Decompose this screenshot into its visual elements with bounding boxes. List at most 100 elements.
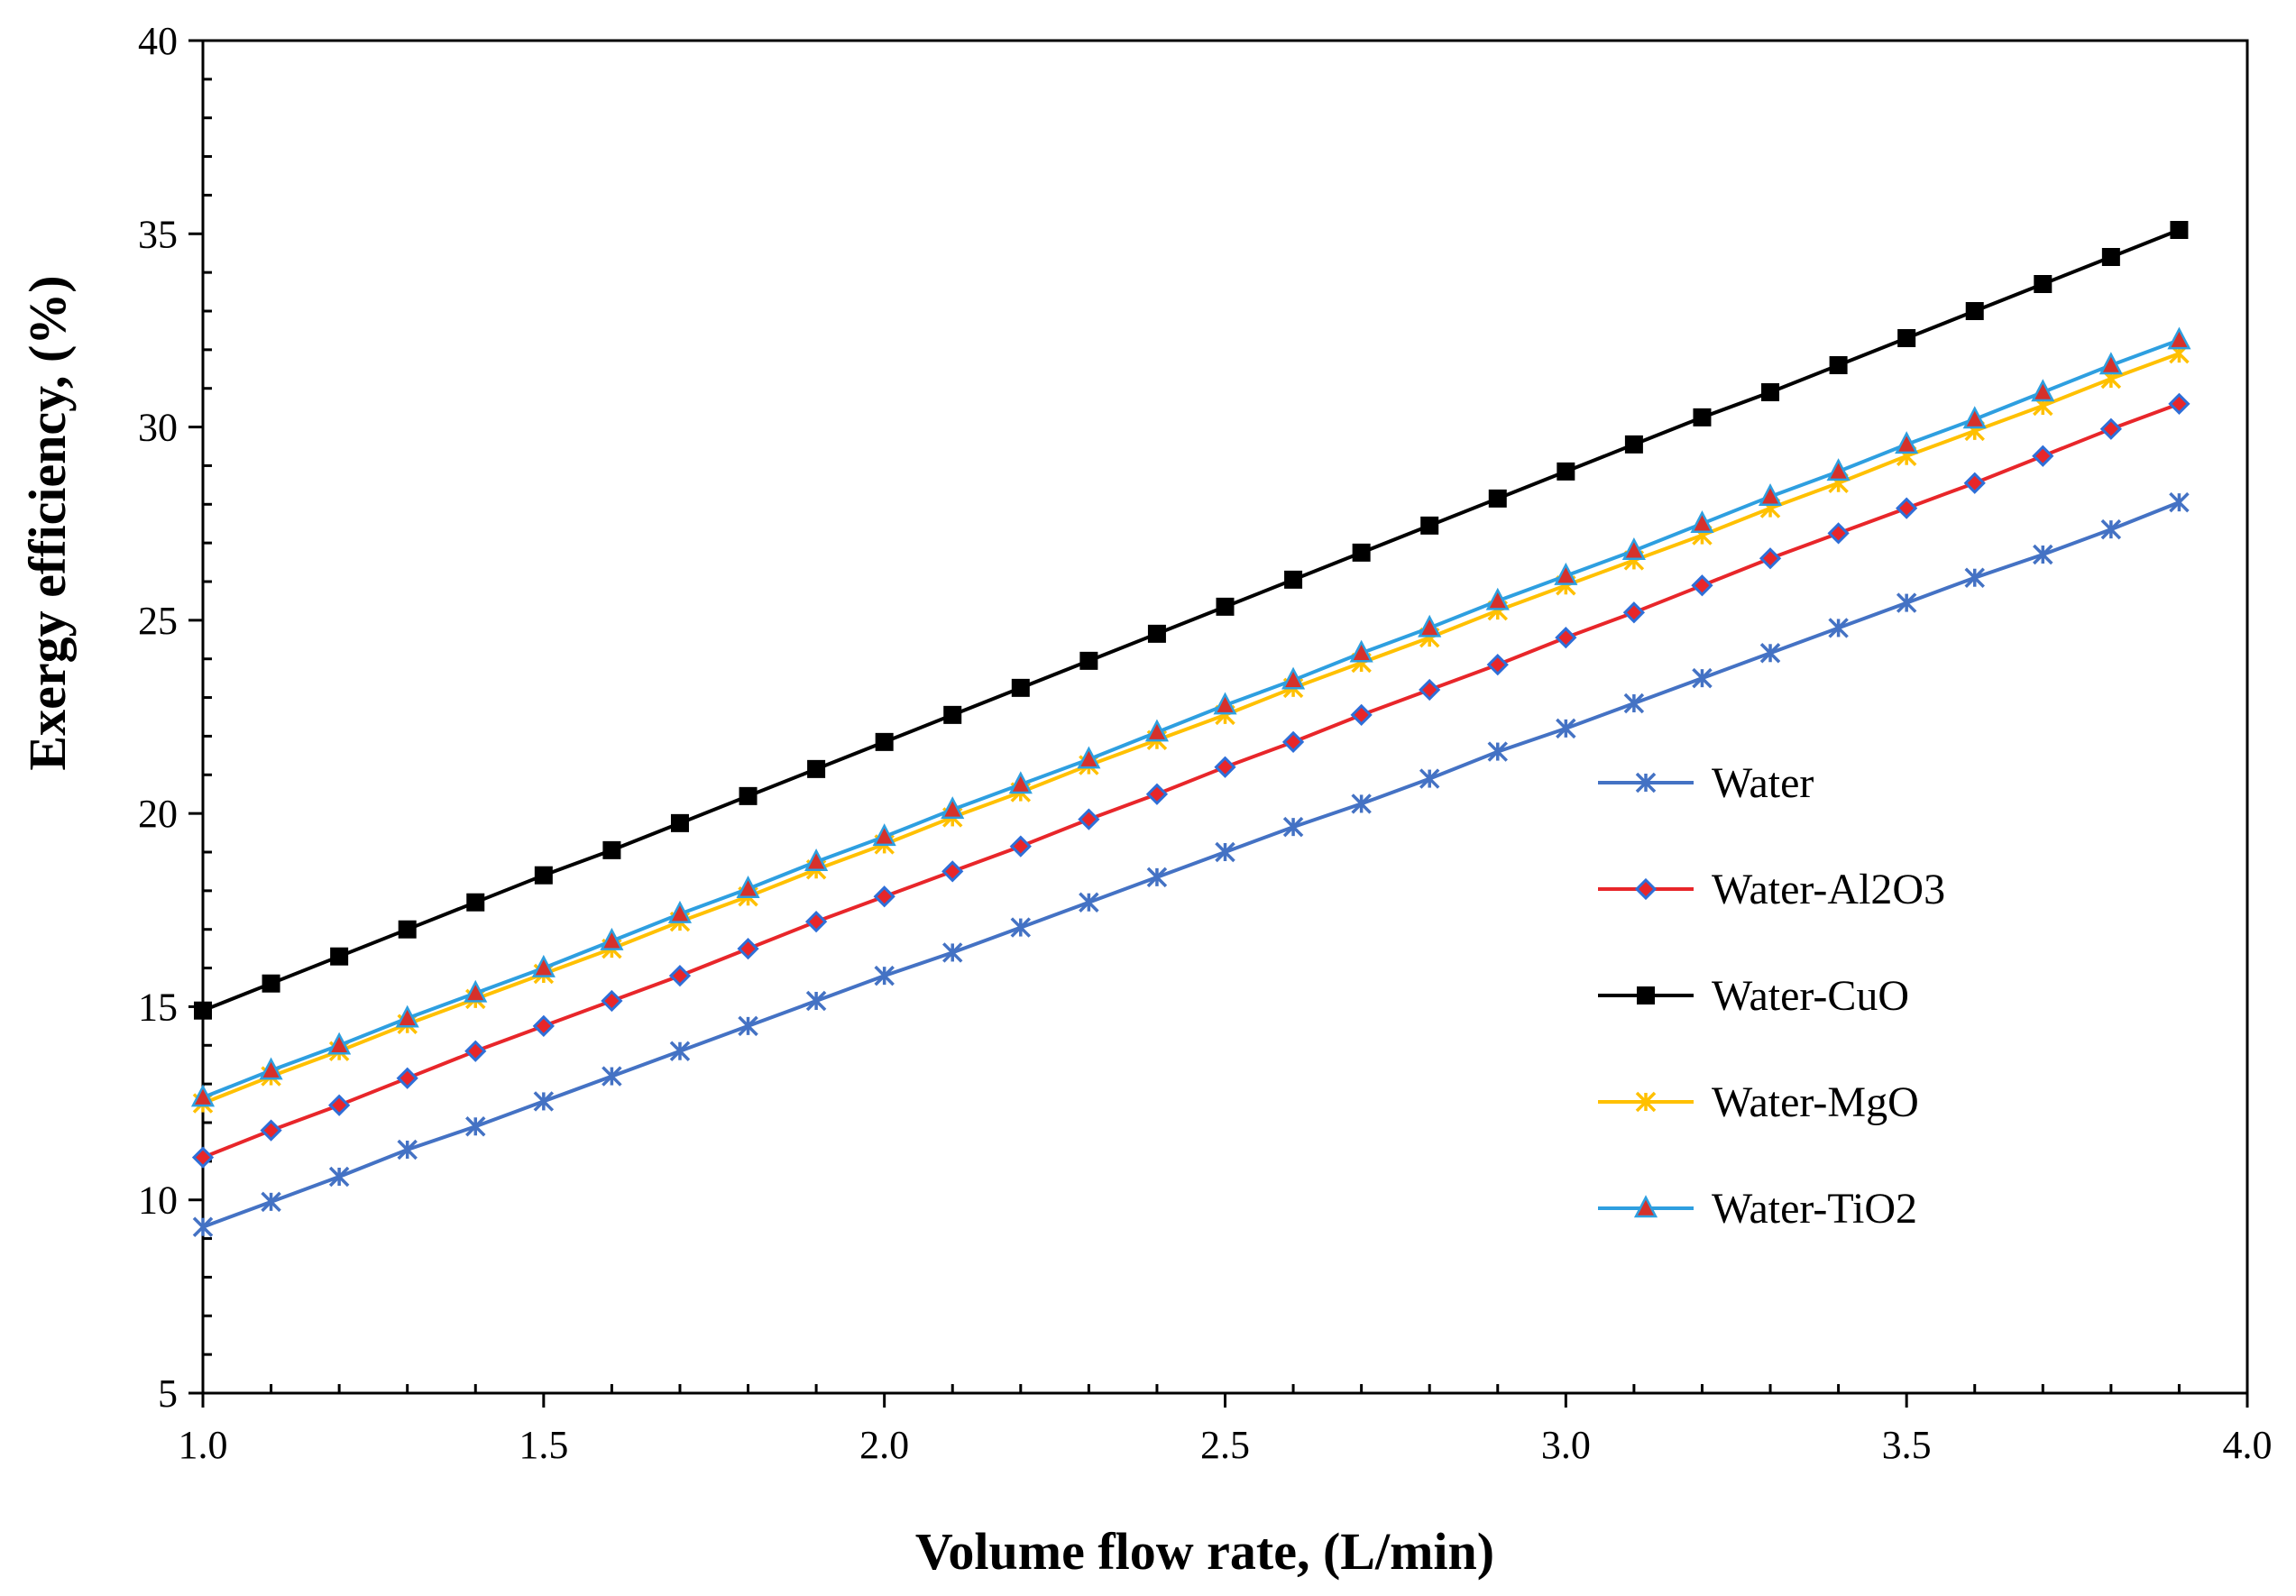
data-point-water	[2033, 544, 2053, 565]
data-point-water-tio2	[667, 900, 693, 923]
data-point-water	[192, 1216, 214, 1237]
x-tick-label: 2.5	[1200, 1423, 1250, 1467]
x-tick-label: 1.5	[519, 1423, 568, 1467]
x-axis-title: Volume flow rate, (L/min)	[915, 1522, 1494, 1581]
legend-marker	[1633, 1195, 1658, 1218]
series-water	[192, 491, 2190, 1237]
series-water-al2o3	[191, 392, 2190, 1169]
data-point-water-al2o3	[804, 911, 828, 933]
data-point-water	[874, 965, 895, 986]
legend-marker	[1635, 1091, 1657, 1113]
data-point-water-cuo	[330, 947, 349, 966]
data-point-water-cuo	[1761, 383, 1780, 401]
data-point-water-al2o3	[1622, 601, 1646, 624]
data-point-water	[1692, 667, 1713, 689]
data-point-water-tio2	[327, 1032, 352, 1055]
data-point-water-tio2	[2099, 352, 2123, 375]
data-point-water	[1419, 768, 1440, 789]
data-point-water-cuo	[1897, 329, 1916, 347]
y-axis-title: Exergy efficiency, (%)	[18, 275, 77, 770]
legend-marker	[1634, 877, 1658, 901]
data-point-water-tio2	[1962, 406, 1987, 429]
data-point-water-tio2	[1008, 771, 1033, 794]
data-point-water-tio2	[531, 954, 556, 977]
data-point-water	[1215, 841, 1235, 863]
data-point-water-al2o3	[464, 1040, 487, 1062]
data-point-water	[2169, 491, 2190, 513]
legend-label: Water-Al2O3	[1712, 866, 1945, 913]
legend-item-water: Water	[1598, 759, 1814, 807]
data-point-water-tio2	[872, 823, 896, 847]
data-point-water-tio2	[804, 848, 829, 871]
data-point-water-cuo	[2101, 248, 2120, 266]
data-point-water	[328, 1166, 350, 1188]
data-point-water-al2o3	[2168, 392, 2190, 415]
data-point-water-tio2	[1485, 587, 1510, 610]
series-water-cuo	[194, 221, 2189, 1020]
legend-label: Water-CuO	[1712, 972, 1909, 1020]
data-point-water	[1964, 567, 1985, 588]
data-point-water-al2o3	[191, 1146, 215, 1169]
data-point-water	[465, 1116, 486, 1137]
legend-item-water-al2o3: Water-Al2O3	[1598, 866, 1945, 913]
y-tick-label: 40	[138, 19, 178, 63]
data-point-water	[1556, 718, 1576, 739]
data-point-water-tio2	[1281, 666, 1306, 690]
data-point-water-al2o3	[396, 1067, 418, 1089]
data-point-water-al2o3	[328, 1094, 351, 1116]
data-point-water	[1828, 618, 1849, 638]
legend-item-water-tio2: Water-TiO2	[1598, 1185, 1917, 1233]
data-point-water-al2o3	[1486, 654, 1509, 676]
x-tick-label: 1.0	[179, 1423, 228, 1467]
y-tick-label: 15	[138, 985, 178, 1029]
legend-label: Water-MgO	[1712, 1078, 1919, 1126]
data-point-water-cuo	[1829, 356, 1848, 374]
data-point-water-cuo	[1624, 435, 1643, 454]
y-tick-label: 5	[158, 1371, 178, 1416]
data-point-water-tio2	[941, 796, 965, 820]
data-point-water	[533, 1091, 555, 1112]
data-point-water-cuo	[1011, 678, 1030, 697]
y-tick-label: 10	[138, 1179, 178, 1223]
data-point-water-cuo	[1965, 302, 1984, 320]
data-point-water	[2100, 518, 2122, 540]
data-point-water	[1079, 892, 1099, 913]
data-point-water-cuo	[739, 786, 758, 805]
data-point-water	[602, 1066, 622, 1087]
data-point-water	[1896, 592, 1917, 613]
data-point-water-al2o3	[873, 885, 895, 908]
legend: Water Water-Al2O3 Water-CuO Water-MgO Water-…	[1598, 759, 1945, 1233]
data-point-water-al2o3	[1691, 574, 1713, 597]
data-point-water-tio2	[2167, 326, 2191, 350]
legend-marker	[1637, 986, 1655, 1004]
data-point-water	[738, 1015, 758, 1037]
series-water-tio2	[190, 326, 2191, 1107]
data-point-water	[1623, 693, 1645, 714]
data-point-water-tio2	[395, 1004, 419, 1028]
data-point-water-tio2	[736, 876, 760, 898]
data-point-water-tio2	[1213, 692, 1237, 715]
data-point-water-cuo	[1352, 543, 1371, 562]
legend-label: Water	[1712, 759, 1814, 807]
data-point-water-cuo	[1557, 462, 1575, 481]
data-point-water-cuo	[875, 732, 894, 751]
x-tick-label: 4.0	[2223, 1423, 2273, 1467]
data-point-water-cuo	[1079, 651, 1098, 670]
data-point-water	[1282, 816, 1304, 838]
legend-label: Water-TiO2	[1712, 1185, 1917, 1233]
data-point-water	[941, 942, 963, 963]
data-point-water-tio2	[2031, 379, 2055, 402]
data-point-water-al2o3	[601, 989, 623, 1013]
series-line-water	[202, 500, 2181, 1229]
data-point-water-cuo	[943, 705, 962, 724]
data-point-water-cuo	[602, 840, 621, 859]
data-point-water	[1010, 917, 1032, 938]
data-point-water-al2o3	[1145, 783, 1169, 805]
data-point-water-cuo	[1693, 408, 1712, 427]
data-point-water-al2o3	[1078, 808, 1100, 830]
data-point-water-cuo	[1147, 624, 1166, 643]
data-point-water-cuo	[466, 893, 485, 912]
data-point-water	[261, 1191, 281, 1213]
data-point-water-tio2	[464, 979, 488, 1003]
